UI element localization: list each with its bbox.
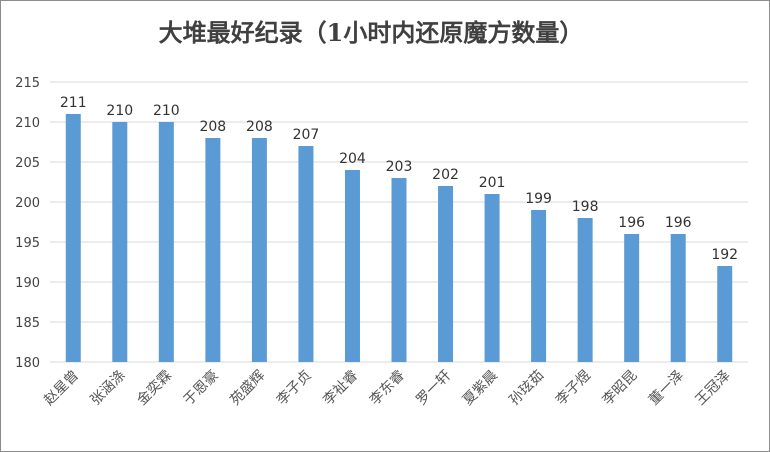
data-label: 203	[386, 159, 413, 175]
bar	[438, 186, 454, 362]
category-label: 苑盛辉	[227, 368, 268, 409]
bar	[531, 210, 547, 362]
y-tick-label: 215	[15, 76, 40, 91]
category-label: 李昭昆	[599, 368, 640, 409]
category-label: 夏紫晨	[460, 368, 501, 409]
data-label: 202	[432, 167, 459, 183]
bar	[112, 122, 128, 362]
data-labels: 211 210 210 208 208 207 204 203 202 201 199 198 196 1…	[60, 95, 738, 263]
data-label: 198	[572, 199, 599, 215]
bar	[65, 114, 81, 362]
data-label: 207	[293, 127, 320, 143]
data-label: 199	[525, 191, 552, 207]
data-label: 196	[618, 215, 645, 231]
y-tick-label: 195	[15, 236, 40, 251]
category-label: 李子贞	[273, 367, 315, 409]
category-label: 赵星曾	[41, 368, 82, 409]
data-label: 208	[246, 119, 273, 135]
category-label: 王冠泽	[693, 368, 734, 409]
data-label: 210	[106, 103, 133, 119]
category-label: 李东睿	[367, 368, 408, 409]
bar	[484, 194, 500, 362]
y-axis-ticks: 180 185 190 195 200 205 210 215	[15, 76, 40, 371]
bar	[717, 266, 733, 362]
bar	[205, 138, 221, 362]
y-tick-label: 185	[15, 316, 40, 331]
data-label: 201	[479, 175, 506, 191]
data-label: 211	[60, 95, 87, 111]
bar	[158, 122, 174, 362]
data-label: 196	[665, 215, 692, 231]
category-label: 金奕霖	[134, 368, 175, 409]
category-label: 孙玹茹	[506, 367, 548, 409]
y-tick-label: 200	[15, 196, 40, 211]
category-label: 罗一轩	[413, 368, 454, 409]
category-label: 李子煜	[553, 368, 594, 409]
category-label: 于恩豪	[181, 368, 222, 409]
data-label: 204	[339, 151, 366, 167]
y-tick-label: 190	[15, 276, 40, 291]
y-tick-label: 205	[15, 156, 40, 171]
bar	[251, 138, 267, 362]
bar	[624, 234, 640, 362]
bar	[577, 218, 593, 362]
bar	[391, 178, 407, 362]
bar	[298, 146, 314, 362]
y-tick-label: 210	[15, 116, 40, 131]
category-labels: 赵星曾 张涵涤 金奕霖 于恩豪 苑盛辉 李子贞 李祉睿 李东睿 罗一轩 夏紫晨 孙玹茹 李子煜 李昭昆董…	[41, 367, 733, 409]
data-label: 208	[199, 119, 226, 135]
category-label: 张涵涤	[88, 368, 129, 409]
data-label: 210	[153, 103, 180, 119]
category-label: 李祉睿	[320, 368, 361, 409]
bar	[344, 170, 360, 362]
chart-title: 大堆最好纪录（1小时内还原魔方数量）	[158, 18, 584, 47]
category-label: 董一泽	[646, 368, 687, 409]
data-label: 192	[711, 247, 738, 263]
bar	[670, 234, 686, 362]
bars	[65, 114, 733, 362]
y-tick-label: 180	[15, 356, 40, 371]
